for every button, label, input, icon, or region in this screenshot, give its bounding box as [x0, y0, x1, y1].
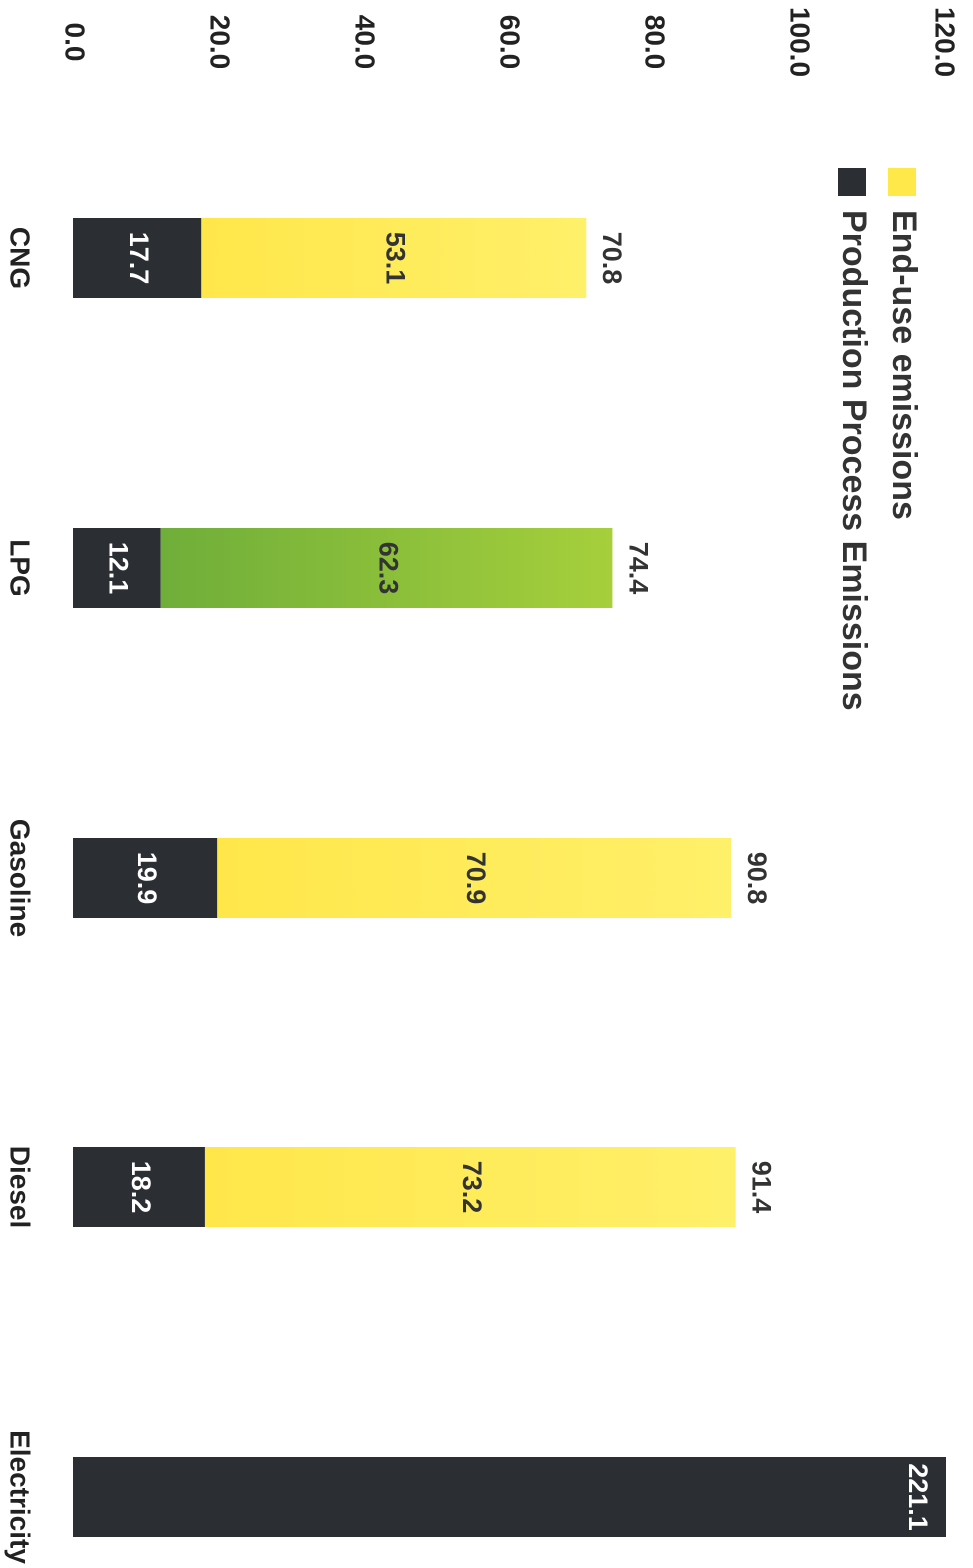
legend-label: End-use emissions — [885, 210, 923, 520]
category-label: Electricity — [5, 1430, 36, 1564]
bar-production-diesel — [73, 1147, 205, 1227]
legend: End-use emissions Production Process Emis… — [835, 168, 923, 711]
category-label: LPG — [5, 539, 36, 597]
bar-production-cng — [73, 218, 202, 298]
total-label: 70.8 — [597, 232, 627, 285]
category-axis: CNG LPG Gasoline Diesel Electricity — [5, 227, 36, 1564]
bar-end-use-diesel — [204, 1147, 736, 1227]
segment-label-end-use: 73.2 — [457, 1161, 487, 1214]
data-labels: 17.7 53.1 70.8 12.1 62.3 74.4 19.9 70.9 90.8 18.2… — [104, 232, 933, 1531]
total-label: 74.4 — [623, 542, 653, 595]
tick-label: 80.0 — [640, 15, 671, 70]
bars — [73, 218, 946, 1537]
segment-label-production: 221.1 — [903, 1463, 933, 1531]
segment-label-production: 12.1 — [104, 542, 134, 595]
bar-end-use-cng — [201, 218, 587, 298]
segment-label-end-use: 62.3 — [373, 542, 403, 595]
tick-label: 0.0 — [60, 23, 91, 62]
category-label: Diesel — [5, 1146, 36, 1229]
tick-label: 120.0 — [930, 7, 961, 77]
legend-swatch — [888, 168, 916, 196]
category-label: Gasoline — [5, 819, 36, 937]
bar-end-use-lpg — [160, 528, 613, 608]
segment-label-end-use: 70.9 — [461, 852, 491, 905]
tick-label: 60.0 — [495, 15, 526, 70]
bar-end-use-gasoline — [217, 838, 732, 918]
segment-label-production: 17.7 — [124, 232, 154, 285]
legend-label: Production Process Emissions — [835, 210, 873, 711]
segment-label-end-use: 53.1 — [381, 232, 411, 285]
total-label: 90.8 — [742, 852, 772, 905]
tick-label: 100.0 — [785, 7, 816, 77]
tick-label: 40.0 — [350, 15, 381, 70]
total-label: 91.4 — [747, 1161, 777, 1214]
legend-swatch — [838, 168, 866, 196]
category-label: CNG — [5, 227, 36, 289]
tick-label: 20.0 — [205, 15, 236, 70]
value-axis: 0.0 20.0 40.0 60.0 80.0 100.0 120.0 — [60, 7, 961, 77]
segment-label-production: 19.9 — [132, 852, 162, 905]
bar-production-gasoline — [73, 838, 218, 918]
bar-production-lpg — [73, 528, 161, 608]
bar-production-electricity — [73, 1457, 946, 1537]
segment-label-production: 18.2 — [126, 1161, 156, 1214]
